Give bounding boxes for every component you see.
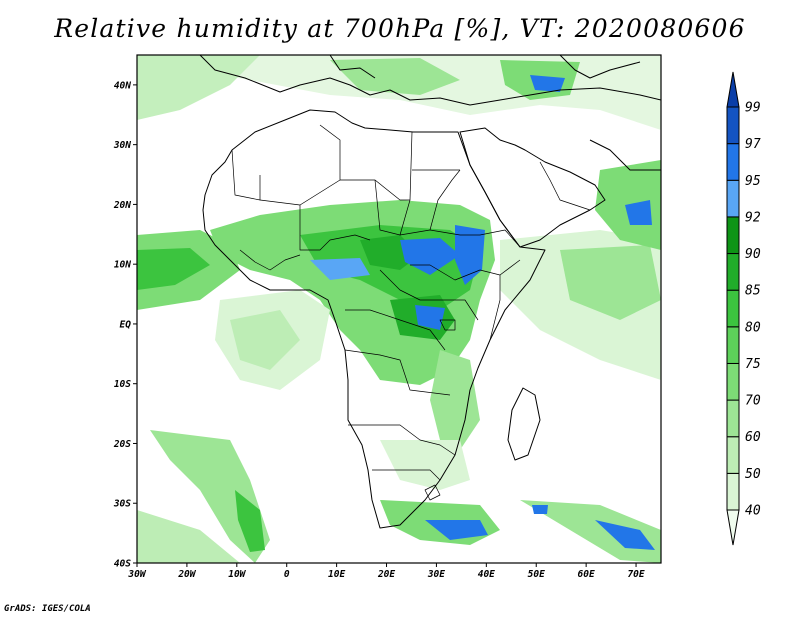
lon-tick-label: 20W [177, 569, 196, 580]
humidity-field [137, 55, 661, 563]
map-title: Relative humidity at 700hPa [%], VT: 202… [54, 14, 746, 43]
lon-tick-label: 10E [328, 569, 345, 580]
colorbar-segment [726, 436, 740, 474]
colorbar-segment [726, 362, 740, 401]
colorbar-segment [726, 253, 740, 291]
lon-tick-label: 30E [427, 569, 445, 580]
lat-tick-label: 40S [114, 559, 131, 570]
lat-tick-label: 30N [113, 140, 131, 151]
colorbar-segment [726, 216, 740, 255]
colorbar-level-label: 85 [745, 284, 761, 299]
colorbar-level-label: 95 [745, 174, 761, 189]
colorbar-segment [726, 179, 740, 218]
colorbar-low-triangle [726, 509, 740, 546]
lat-tick-label: 10S [114, 379, 131, 390]
colorbar-level-label: 92 [745, 210, 761, 225]
colorbar-level-label: 40 [745, 504, 761, 519]
latitude-axis: 40N 30N 20N 10N EQ 10S 20S 30S 40S [113, 80, 137, 570]
map-frame [136, 54, 662, 564]
colorbar-level-label: 70 [745, 394, 761, 409]
lat-tick-label: EQ [120, 319, 132, 330]
colorbar-segment [726, 326, 740, 364]
lat-tick-label: 30S [113, 499, 131, 510]
lat-tick-label: 10N [114, 260, 131, 271]
longitude-axis: 30W 20W 10W 0 10E 20E 30E 40E 50E 60E 70E [127, 563, 645, 580]
colorbar-level-label: 60 [745, 430, 761, 445]
lon-tick-label: 0 [284, 569, 290, 580]
lon-tick-label: 40E [478, 569, 495, 580]
country-borders [231, 124, 591, 501]
lat-tick-label: 40N [114, 80, 131, 91]
colorbar-segment [726, 472, 740, 511]
lon-tick-label: 70E [627, 569, 644, 580]
colorbar-segment [726, 289, 740, 328]
colorbar-legend: 40 50 60 70 75 80 85 90 92 95 97 99 [726, 71, 761, 546]
lat-tick-label: 20S [113, 439, 131, 450]
colorbar-high-triangle [726, 71, 740, 108]
colorbar-level-label: 80 [745, 320, 761, 335]
colorbar-segment [726, 399, 740, 438]
colorbar-level-label: 97 [745, 137, 761, 152]
colorbar-level-label: 50 [745, 467, 761, 482]
lon-tick-label: 20E [377, 569, 395, 580]
colorbar-segment [726, 106, 740, 145]
lat-tick-label: 20N [113, 200, 131, 211]
colorbar-segment [726, 143, 740, 181]
grads-credit: GrADS: IGES/COLA [4, 604, 91, 614]
lon-tick-label: 50E [528, 569, 545, 580]
lon-tick-label: 10W [228, 569, 246, 580]
colorbar-level-label: 90 [745, 247, 761, 262]
lon-tick-label: 60E [578, 569, 595, 580]
lon-tick-label: 30W [127, 569, 146, 580]
colorbar-level-label: 75 [745, 357, 761, 372]
coastlines [199, 55, 661, 529]
colorbar-level-label: 99 [745, 101, 761, 116]
